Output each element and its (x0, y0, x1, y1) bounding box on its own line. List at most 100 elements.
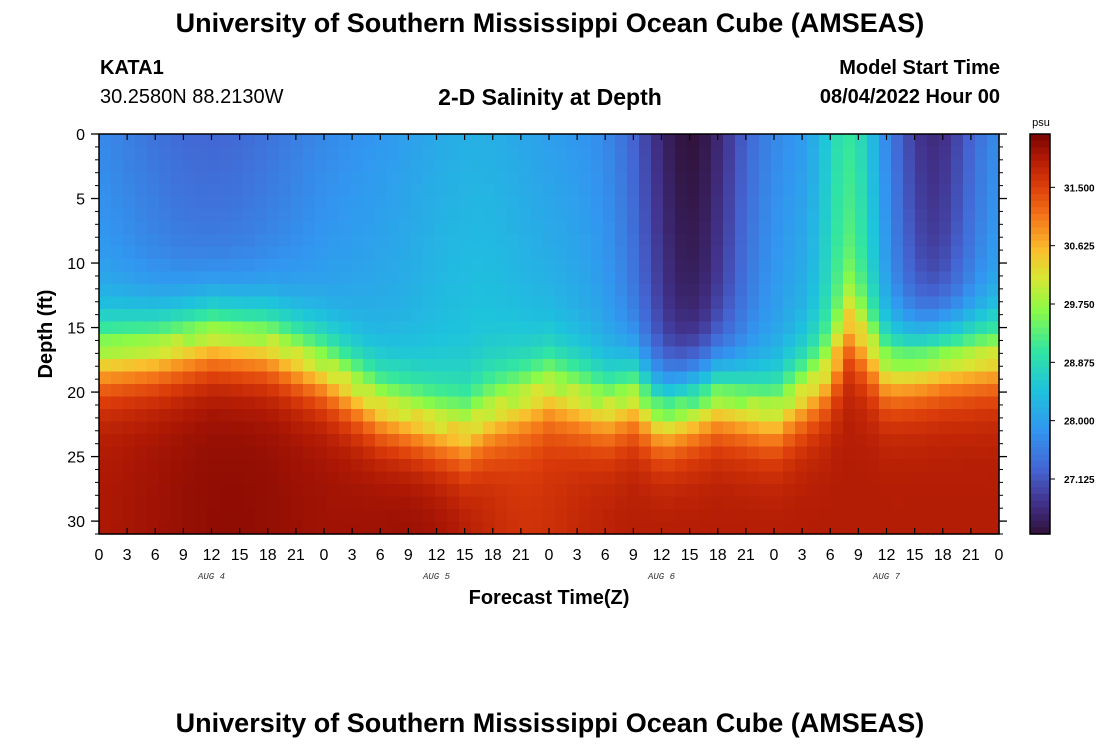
heatmap-cell (771, 521, 784, 535)
heatmap-cell (939, 509, 952, 523)
heatmap-cell (651, 146, 664, 160)
heatmap-cell (243, 371, 256, 385)
heatmap-cell (987, 159, 1000, 173)
heatmap-cell (627, 346, 640, 360)
heatmap-cell (327, 196, 340, 210)
heatmap-cell (267, 471, 280, 485)
heatmap-cell (651, 271, 664, 285)
heatmap-cell (639, 134, 652, 148)
heatmap-cell (315, 246, 328, 260)
heatmap-cell (699, 321, 712, 335)
heatmap-cell (495, 471, 508, 485)
heatmap-cell (879, 484, 892, 498)
heatmap-cell (747, 171, 760, 185)
heatmap-cell (519, 321, 532, 335)
heatmap-cell (795, 171, 808, 185)
heatmap-cell (579, 521, 592, 535)
heatmap-cell (279, 359, 292, 373)
heatmap-cell (507, 321, 520, 335)
heatmap-cell (111, 234, 124, 248)
heatmap-cell (783, 309, 796, 323)
heatmap-cell (519, 409, 532, 423)
heatmap-cell (315, 321, 328, 335)
heatmap-cell (603, 484, 616, 498)
heatmap-cell (627, 221, 640, 235)
heatmap-cell (111, 196, 124, 210)
heatmap-cell (315, 434, 328, 448)
heatmap-cell (711, 359, 724, 373)
heatmap-cell (327, 246, 340, 260)
heatmap-cell (387, 509, 400, 523)
heatmap-cell (327, 484, 340, 498)
colorbar-tick-label: 30.625 (1064, 242, 1095, 253)
heatmap-cell (771, 359, 784, 373)
heatmap-cell (351, 234, 364, 248)
heatmap-cell (243, 446, 256, 460)
heatmap-cell (387, 246, 400, 260)
heatmap-cell (855, 509, 868, 523)
heatmap-cell (255, 271, 268, 285)
heatmap-cell (807, 246, 820, 260)
heatmap-cell (99, 459, 112, 473)
heatmap-cell (387, 496, 400, 510)
heatmap-cell (675, 359, 688, 373)
heatmap-cell (903, 246, 916, 260)
heatmap-cell (831, 371, 844, 385)
heatmap-cell (531, 459, 544, 473)
heatmap-cell (459, 309, 472, 323)
heatmap-cell (411, 134, 424, 148)
heatmap-cell (315, 159, 328, 173)
heatmap-cell (903, 134, 916, 148)
heatmap-cell (687, 509, 700, 523)
heatmap-cell (423, 334, 436, 348)
heatmap-cell (111, 459, 124, 473)
heatmap-cell (171, 259, 184, 273)
heatmap-cell (291, 309, 304, 323)
heatmap-cell (687, 421, 700, 435)
heatmap-cell (459, 271, 472, 285)
heatmap-cell (963, 246, 976, 260)
heatmap-cell (819, 346, 832, 360)
heatmap-cell (627, 171, 640, 185)
heatmap-cell (399, 359, 412, 373)
heatmap-cell (399, 396, 412, 410)
heatmap-cell (915, 484, 928, 498)
heatmap-cell (375, 434, 388, 448)
heatmap-cell (879, 446, 892, 460)
heatmap-cell (423, 184, 436, 198)
heatmap-cell (219, 484, 232, 498)
heatmap-cell (795, 459, 808, 473)
heatmap-cell (459, 246, 472, 260)
x-tick-label: 0 (545, 547, 554, 564)
heatmap-cell (219, 146, 232, 160)
heatmap-cell (339, 246, 352, 260)
heatmap-cell (255, 196, 268, 210)
heatmap-cell (555, 184, 568, 198)
heatmap-cell (327, 146, 340, 160)
heatmap-cell (723, 234, 736, 248)
heatmap-cell (939, 409, 952, 423)
heatmap-cell (399, 496, 412, 510)
colorbar-tick-label: 27.125 (1064, 475, 1095, 486)
heatmap-cell (579, 159, 592, 173)
heatmap-cell (663, 421, 676, 435)
heatmap-cell (843, 259, 856, 273)
heatmap-cell (495, 184, 508, 198)
heatmap-cell (711, 334, 724, 348)
heatmap-cell (843, 434, 856, 448)
heatmap-cell (267, 284, 280, 298)
heatmap-cell (519, 384, 532, 398)
heatmap-cell (495, 159, 508, 173)
heatmap-cell (783, 196, 796, 210)
heatmap-cell (735, 484, 748, 498)
heatmap-cell (567, 371, 580, 385)
heatmap-cell (579, 459, 592, 473)
heatmap-cell (363, 259, 376, 273)
heatmap-cell (567, 434, 580, 448)
heatmap-cell (423, 134, 436, 148)
heatmap-cell (747, 509, 760, 523)
heatmap-cell (411, 346, 424, 360)
heatmap-cell (879, 309, 892, 323)
heatmap-cell (243, 359, 256, 373)
heatmap-cell (759, 434, 772, 448)
